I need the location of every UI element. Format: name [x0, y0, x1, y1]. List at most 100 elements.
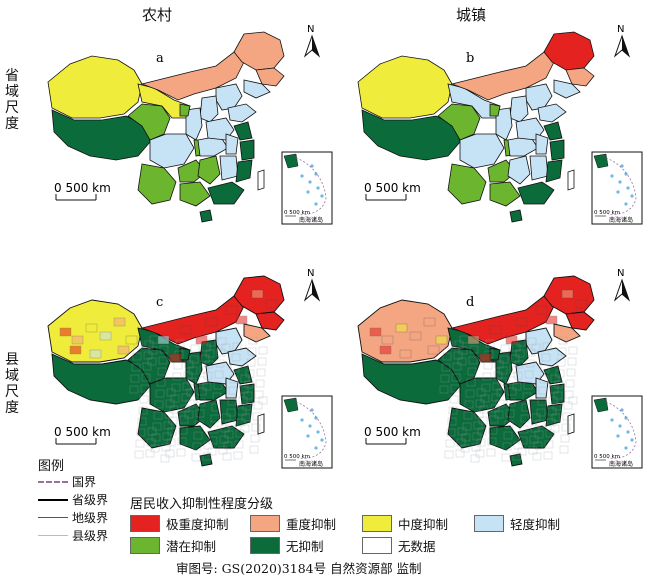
class-label: 极重度抑制 — [166, 517, 229, 532]
county-boundary-line — [38, 535, 68, 536]
county-cell — [522, 392, 532, 401]
inset-island — [630, 438, 634, 442]
province-shaanxi — [185, 107, 203, 141]
class-label: 重度抑制 — [286, 517, 337, 532]
map-approval-number: 审图号: GS(2020)3184号 自然资源部 监制 — [176, 561, 422, 576]
province-liaoning — [243, 323, 271, 343]
county-cell — [135, 439, 145, 448]
county-cell — [251, 423, 261, 432]
county-cell — [133, 341, 143, 350]
county-cell — [542, 342, 552, 351]
county-cell — [504, 420, 514, 429]
county-cell — [476, 438, 486, 447]
panel-letter: d — [466, 295, 474, 310]
county-cell — [202, 382, 212, 391]
inset-boundary — [295, 157, 327, 215]
county-cell — [520, 414, 530, 423]
county-cell — [152, 422, 162, 431]
province-sichuan — [149, 133, 195, 169]
county-cell — [197, 387, 207, 396]
inset-boundary — [605, 401, 637, 459]
county-cell — [188, 366, 198, 375]
county-cell — [249, 445, 259, 454]
county-cell — [539, 375, 549, 384]
province-boundary-line — [38, 498, 68, 501]
county-cell — [129, 385, 139, 394]
county-cell — [507, 387, 517, 396]
county-cell — [443, 341, 453, 350]
county-cell — [449, 395, 459, 404]
county-cell — [448, 406, 458, 415]
province-liaoning — [243, 79, 271, 99]
county-cell — [179, 415, 189, 424]
north-arrow-fill — [622, 280, 629, 300]
county-cell — [458, 346, 468, 355]
province-heilongj — [543, 31, 595, 71]
county-cell — [475, 449, 485, 458]
north-arrow-fill — [622, 36, 629, 56]
province-zhejiang — [239, 139, 255, 161]
legend-boundary-label: 地级界 — [72, 511, 109, 525]
panel-letter: a — [156, 51, 164, 66]
province-liaoning — [553, 79, 581, 99]
county-cell — [244, 380, 254, 389]
inset-island — [626, 186, 630, 190]
province-innermong — [450, 295, 555, 345]
county-cell — [148, 346, 158, 355]
county-cell — [480, 394, 490, 403]
county-cell — [168, 416, 178, 425]
county-cell — [503, 431, 513, 440]
province-taiwan — [567, 413, 575, 435]
province-shandong — [537, 103, 567, 123]
class-none: 无抑制 — [250, 536, 324, 555]
county-cell — [447, 417, 457, 426]
inset-island — [620, 164, 624, 168]
county-cell — [483, 361, 493, 370]
county-cell — [138, 406, 148, 415]
inset-island — [618, 424, 622, 428]
county-patch — [395, 323, 408, 333]
county-cell — [482, 372, 492, 381]
county-cell — [252, 412, 262, 421]
province-tibet — [361, 109, 461, 161]
class-label: 轻度抑制 — [510, 517, 561, 532]
class-moderate: 中度抑制 — [362, 514, 448, 533]
column-title-urban: 城镇 — [456, 6, 487, 24]
county-patch — [179, 325, 192, 335]
province-layer — [357, 275, 595, 467]
county-patch — [575, 299, 588, 309]
class-label: 无抑制 — [286, 539, 324, 554]
legend-national-boundary: 国界 — [38, 473, 96, 490]
north-arrow: N — [613, 24, 631, 58]
county-cell — [229, 375, 239, 384]
county-cell — [169, 405, 179, 414]
county-cell — [467, 367, 477, 376]
province-anhui — [225, 133, 239, 155]
county-cell — [207, 447, 217, 456]
inset-island — [610, 174, 614, 178]
north-label: N — [617, 24, 624, 35]
legend-province-boundary: 省级界 — [38, 491, 108, 508]
county-cell — [191, 453, 201, 462]
inset-land — [283, 397, 299, 413]
province-layer — [47, 275, 285, 467]
county-patch — [99, 331, 112, 341]
county-cell — [151, 433, 161, 442]
county-cell — [446, 428, 456, 437]
inset-island — [314, 416, 318, 420]
county-patch — [125, 335, 138, 345]
county-cell — [130, 374, 140, 383]
county-cell — [512, 452, 522, 461]
inset-land — [593, 153, 609, 169]
province-guangxi — [489, 181, 521, 207]
inset-island — [314, 172, 318, 176]
province-taiwan — [567, 169, 575, 191]
north-arrow: N — [613, 268, 631, 302]
county-patch — [435, 335, 448, 345]
county-cell — [226, 408, 236, 417]
county-cell — [524, 370, 534, 379]
county-cell — [517, 447, 527, 456]
